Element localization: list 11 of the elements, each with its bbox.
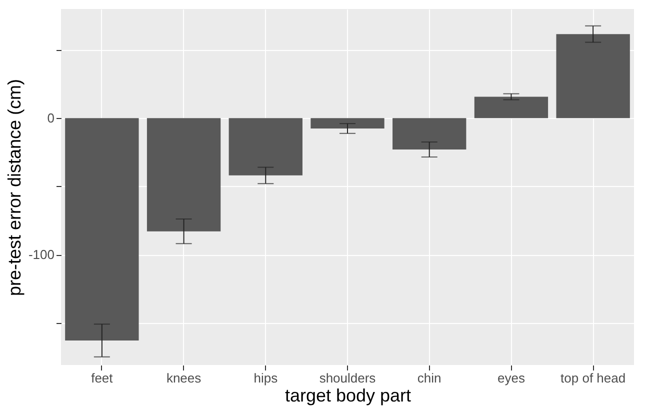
y-axis-title: pre-test error distance (cm): [4, 78, 24, 296]
y-tick-label: -100: [28, 247, 54, 262]
x-tick-label: chin: [417, 370, 442, 386]
x-tick-label: top of head: [560, 370, 626, 386]
x-tick-label: eyes: [497, 370, 526, 386]
x-tick-label: knees: [166, 370, 202, 386]
x-tick-label: hips: [254, 370, 278, 386]
x-tick-label: feet: [91, 370, 114, 386]
x-tick-label: shoulders: [319, 370, 376, 386]
y-tick-label: 0: [47, 110, 54, 126]
x-axis-title: target body part: [284, 386, 412, 406]
